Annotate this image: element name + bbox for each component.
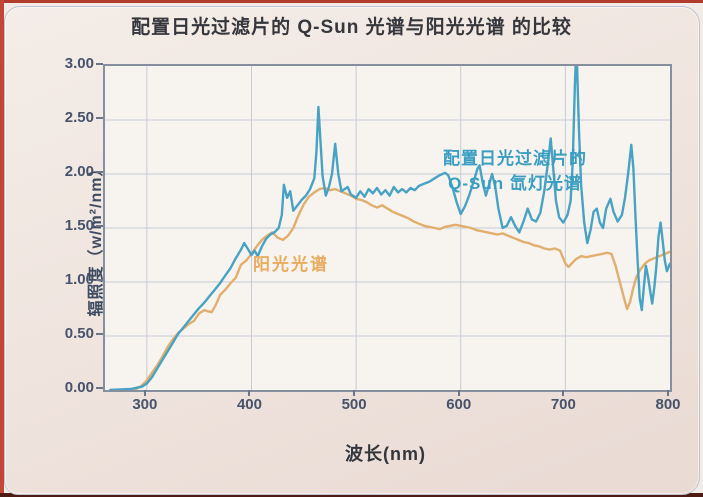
x-tick-label: 300 — [132, 396, 158, 413]
y-tick-mark — [96, 171, 103, 173]
y-tick-mark — [96, 225, 103, 227]
y-tick-label: 1.00 — [64, 271, 94, 288]
plot-area: 配置日光过滤片的 Q-Sun 氙灯光谱 阳光光谱 — [103, 64, 672, 392]
photo-left-border — [0, 0, 4, 497]
x-tick-mark — [353, 390, 356, 396]
y-tick-mark — [96, 117, 103, 119]
y-tick-mark — [96, 333, 103, 335]
y-tick-label: 2.00 — [64, 163, 94, 180]
y-tick-label: 2.50 — [64, 109, 94, 126]
qsun-annotation-line2: Q-Sun 氙灯光谱 — [448, 174, 582, 193]
photo-bottom-border — [0, 493, 703, 497]
sunlight-series-annotation: 阳光光谱 — [253, 255, 329, 274]
photo-top-border — [0, 0, 703, 3]
x-tick-mark — [667, 390, 669, 396]
x-tick-label: 400 — [236, 396, 262, 413]
qsun-annotation-line1: 配置日光过滤片的 — [443, 149, 587, 168]
series-line-sunlight — [108, 186, 670, 390]
series-line-qsun — [108, 66, 670, 390]
x-tick-mark — [248, 390, 251, 396]
spectra-line-chart — [105, 66, 670, 390]
y-tick-label: 0.00 — [64, 379, 94, 396]
y-tick-mark — [96, 387, 103, 389]
x-tick-label: 500 — [341, 396, 367, 413]
y-tick-mark — [96, 279, 103, 281]
x-tick-label: 600 — [446, 396, 472, 413]
y-tick-label: 0.50 — [64, 325, 94, 342]
chart-title: 配置日光过滤片的 Q-Sun 光谱与阳光光谱 的比较 — [131, 17, 572, 38]
y-tick-label: 3.00 — [64, 55, 94, 72]
x-tick-mark — [143, 390, 146, 396]
y-tick-mark — [96, 63, 103, 65]
x-tick-mark — [562, 390, 565, 396]
x-axis-label: 波长(nm) — [345, 444, 426, 464]
x-tick-label: 800 — [655, 396, 681, 413]
y-tick-label: 1.50 — [64, 217, 94, 234]
x-tick-mark — [457, 390, 460, 396]
qsun-series-annotation: 配置日光过滤片的 Q-Sun 氙灯光谱 — [400, 146, 630, 196]
x-tick-label: 700 — [550, 396, 576, 413]
